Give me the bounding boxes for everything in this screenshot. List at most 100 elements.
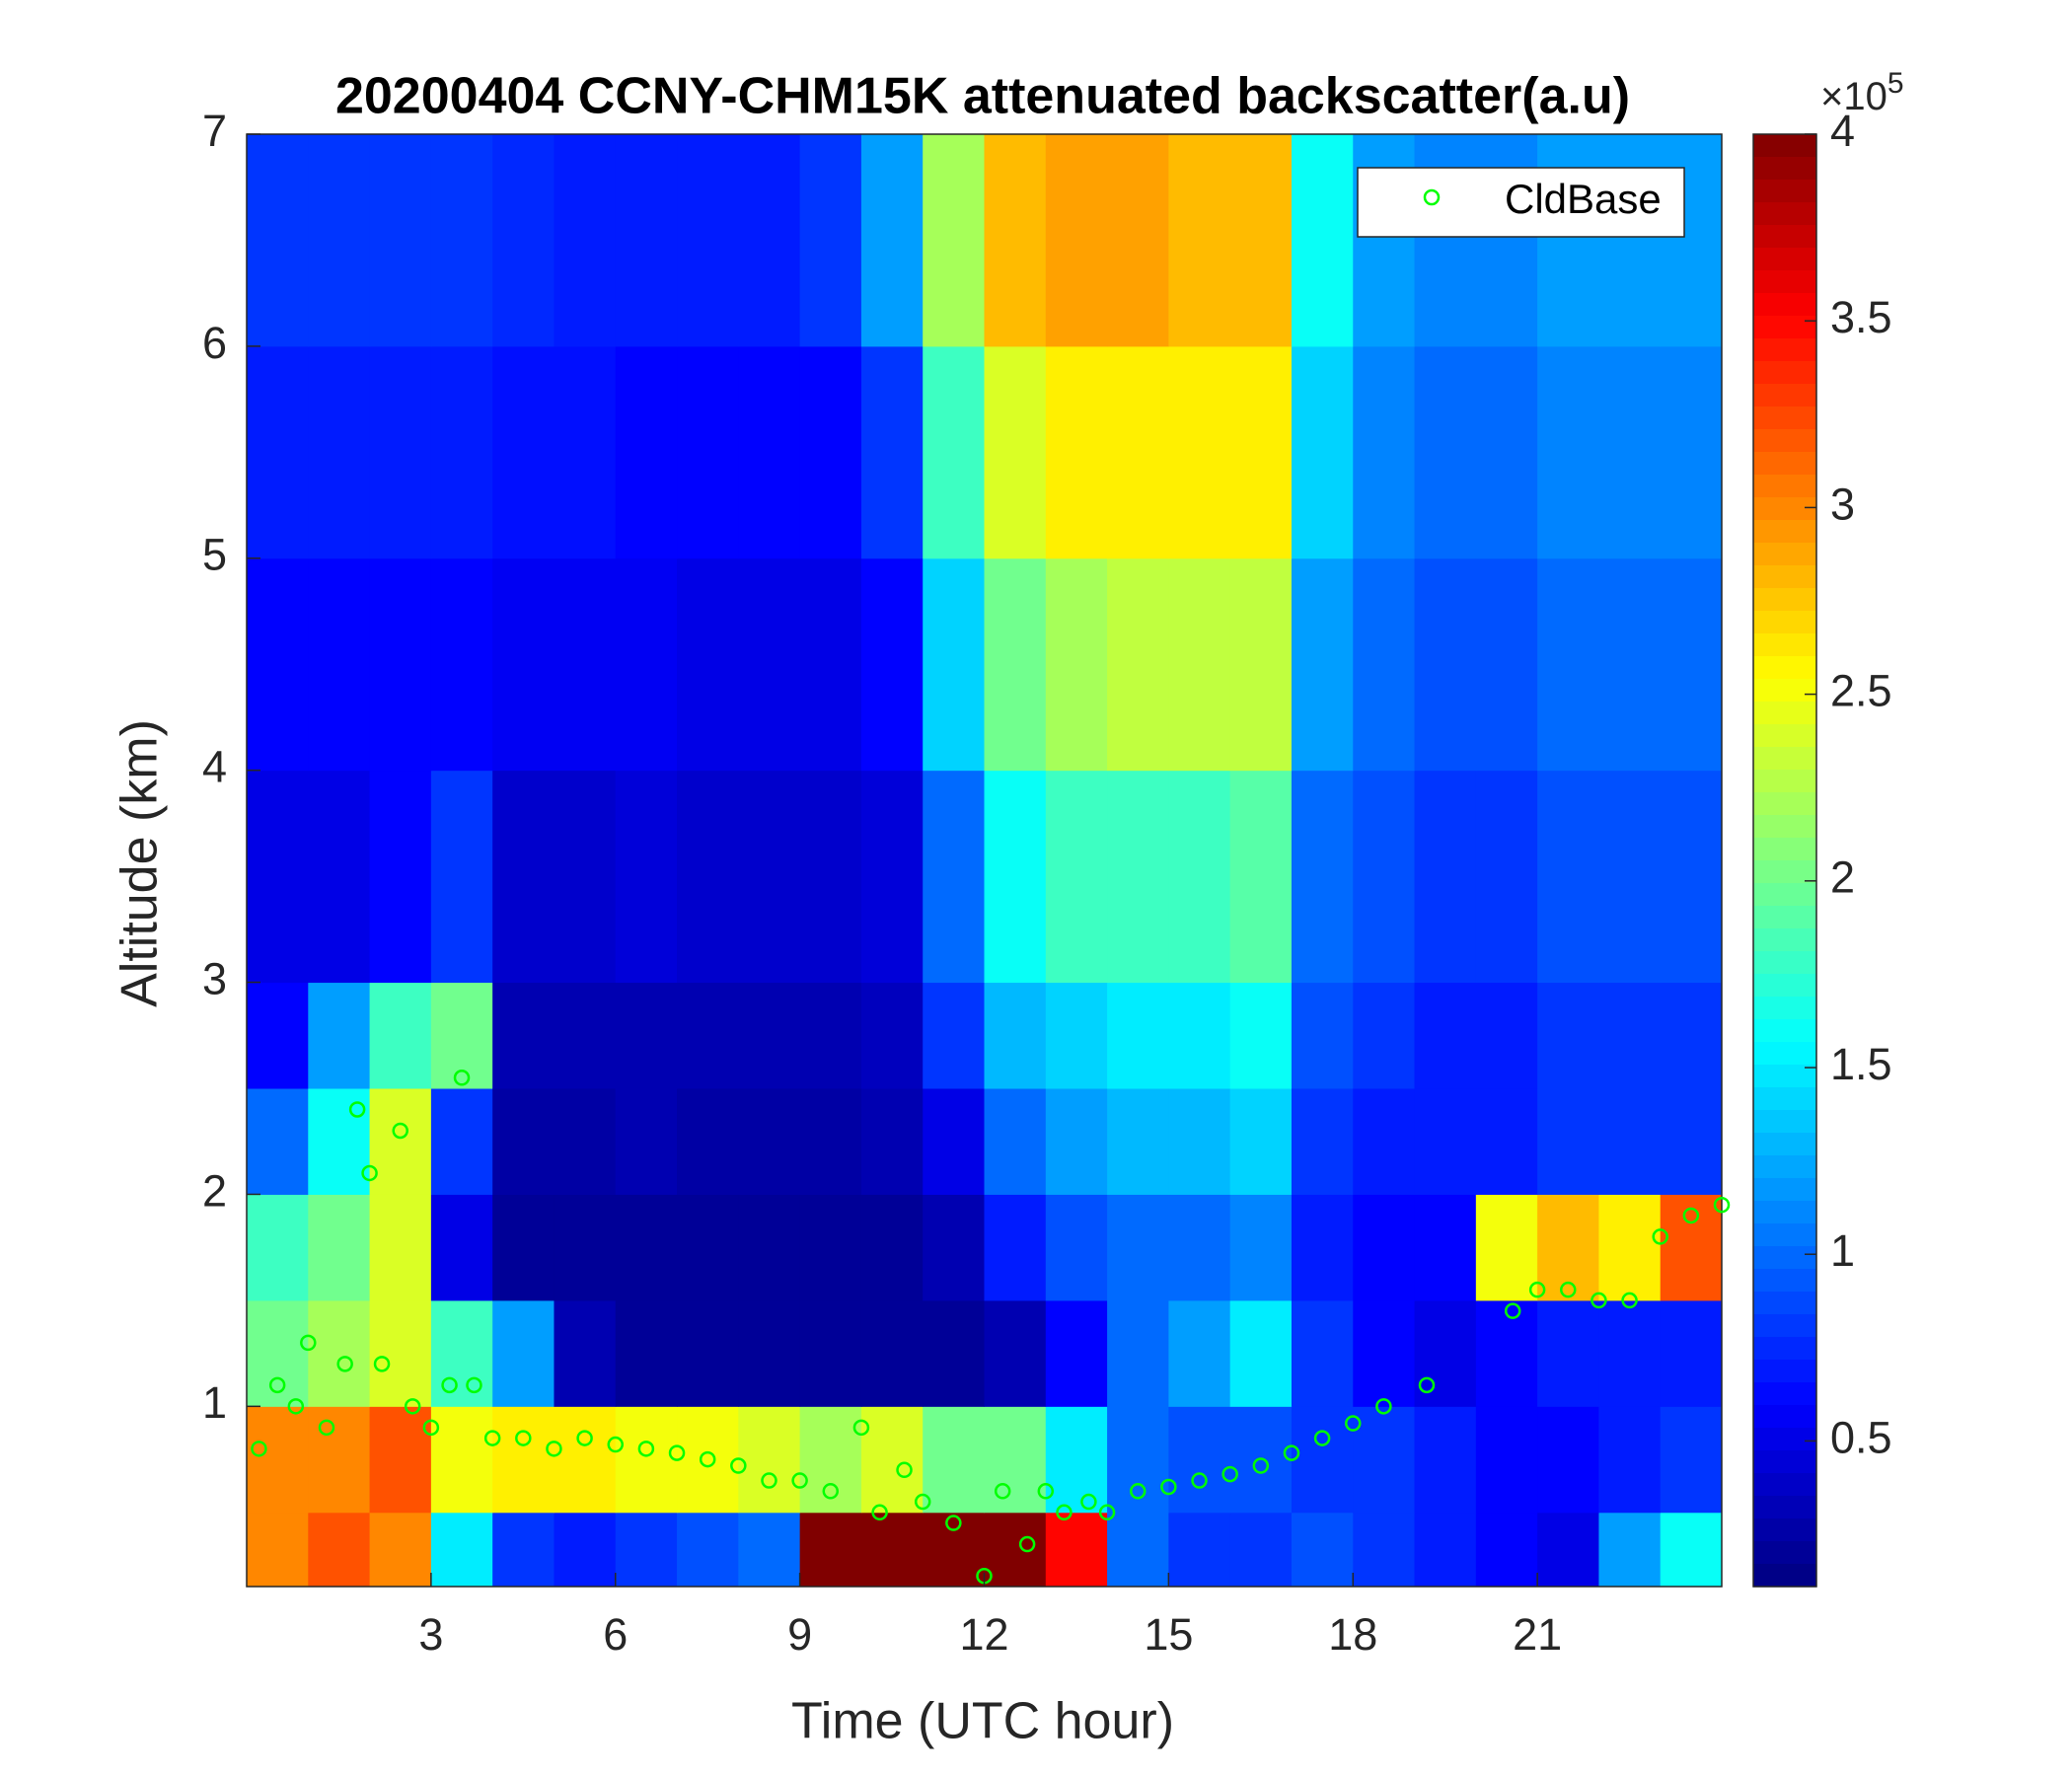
heatmap-cell	[554, 770, 617, 984]
heatmap-cell	[1537, 770, 1599, 984]
heatmap-cell	[1660, 345, 1723, 559]
heatmap-cell	[1107, 1088, 1169, 1195]
legend-marker	[1423, 188, 1441, 206]
colorbar-swatch	[1753, 951, 1816, 975]
heatmap-cell	[1660, 1512, 1723, 1588]
heatmap-cell	[1353, 557, 1416, 772]
heatmap-cell	[247, 557, 309, 772]
heatmap-cell	[738, 1406, 801, 1514]
heatmap-cell	[1598, 1512, 1662, 1588]
heatmap-cell	[984, 1406, 1047, 1514]
heatmap-cell	[1414, 1088, 1477, 1195]
heatmap-cell	[1168, 1194, 1231, 1301]
heatmap-cell	[1660, 770, 1723, 984]
colorbar-swatch	[1753, 270, 1816, 294]
cloud-base-point	[392, 1122, 408, 1140]
heatmap-cell	[1537, 982, 1599, 1089]
heatmap-cell	[1353, 770, 1416, 984]
cloud-base-point	[404, 1398, 421, 1415]
heatmap-cell	[1475, 982, 1538, 1089]
heatmap-cell	[247, 134, 309, 347]
heatmap-cell	[799, 345, 862, 559]
heatmap-cell	[1291, 557, 1354, 772]
heatmap-cell	[554, 1299, 617, 1407]
heatmap-cell	[860, 982, 924, 1089]
heatmap-cell	[677, 134, 739, 347]
colorbar-tick-label: 2.5	[1830, 665, 1892, 715]
cloud-base-point	[1418, 1376, 1436, 1394]
heatmap-cell	[860, 557, 924, 772]
heatmap-cell	[308, 982, 371, 1089]
heatmap-cell	[1660, 1088, 1723, 1195]
heatmap-cell	[1475, 1088, 1538, 1195]
heatmap-cell	[1537, 1088, 1599, 1195]
cloud-base-point	[576, 1430, 593, 1446]
heatmap-cell	[1414, 1406, 1477, 1514]
colorbar-swatch	[1753, 384, 1816, 407]
cloud-base-point	[852, 1419, 870, 1437]
colorbar-swatch	[1753, 1382, 1816, 1406]
heatmap-cell	[554, 1406, 617, 1514]
heatmap-cell	[860, 1512, 924, 1588]
colorbar-swatch	[1753, 656, 1816, 680]
heatmap-cell	[1414, 982, 1477, 1089]
heatmap-cell	[430, 1194, 493, 1301]
colorbar-swatch	[1753, 452, 1816, 476]
cloud-base-point	[466, 1376, 482, 1394]
heatmap-cell	[1107, 1512, 1169, 1588]
cloud-base-point	[546, 1441, 562, 1457]
colorbar-swatch	[1753, 1246, 1816, 1270]
heatmap-cell	[1291, 982, 1354, 1089]
heatmap-cell	[923, 982, 985, 1089]
heatmap-cell	[860, 770, 924, 984]
heatmap-cell	[492, 345, 555, 559]
cloud-base-point	[1682, 1207, 1700, 1224]
heatmap-cell	[1537, 1512, 1599, 1588]
colorbar-swatch	[1753, 316, 1816, 339]
heatmap-cell	[1045, 1512, 1108, 1588]
cloud-base-point	[1283, 1444, 1300, 1461]
heatmap-cell	[677, 557, 739, 772]
heatmap-cell	[430, 557, 493, 772]
cloud-base-point	[1252, 1457, 1270, 1474]
heatmap-cell	[554, 557, 617, 772]
heatmap-cell	[799, 1194, 862, 1301]
colorbar-swatch	[1753, 928, 1816, 952]
colorbar-swatch	[1753, 1133, 1816, 1156]
heatmap-cell	[677, 1088, 739, 1195]
heatmap-cell	[1598, 557, 1662, 772]
colorbar-swatch	[1753, 361, 1816, 385]
heatmap-cell	[677, 1512, 739, 1588]
cloud-base-point	[1191, 1472, 1208, 1489]
heatmap-cell	[1168, 1512, 1231, 1588]
colorbar-swatch	[1753, 1019, 1816, 1043]
cloud-base-point	[1018, 1535, 1036, 1553]
colorbar-swatch	[1753, 1178, 1816, 1202]
heatmap-cell	[1353, 1406, 1416, 1514]
heatmap-cell	[492, 1088, 555, 1195]
heatmap-cell	[554, 1194, 617, 1301]
heatmap-cell	[430, 1512, 493, 1588]
cloud-base-point	[422, 1419, 440, 1437]
heatmap	[247, 134, 1723, 1588]
heatmap-cell	[247, 982, 309, 1089]
heatmap-cell	[677, 770, 739, 984]
heatmap-cell	[247, 770, 309, 984]
colorbar-swatch	[1753, 225, 1816, 249]
y-tick-label: 6	[202, 318, 227, 368]
scatter-series	[251, 1070, 1731, 1585]
heatmap-cell	[1598, 1299, 1662, 1407]
x-tick-label: 12	[959, 1609, 1008, 1660]
heatmap-cell	[615, 770, 678, 984]
colorbar-swatch	[1753, 1201, 1816, 1224]
cloud-base-point	[287, 1398, 305, 1415]
heatmap-cell	[615, 134, 678, 347]
heatmap-cell	[430, 982, 493, 1089]
cloud-base-point	[668, 1444, 686, 1461]
heatmap-cell	[1353, 1512, 1416, 1588]
colorbar-tick-label: 2	[1830, 852, 1855, 903]
heatmap-cell	[923, 770, 985, 984]
heatmap-cell	[1414, 345, 1477, 559]
heatmap-cell	[308, 1406, 371, 1514]
heatmap-cell	[308, 557, 371, 772]
